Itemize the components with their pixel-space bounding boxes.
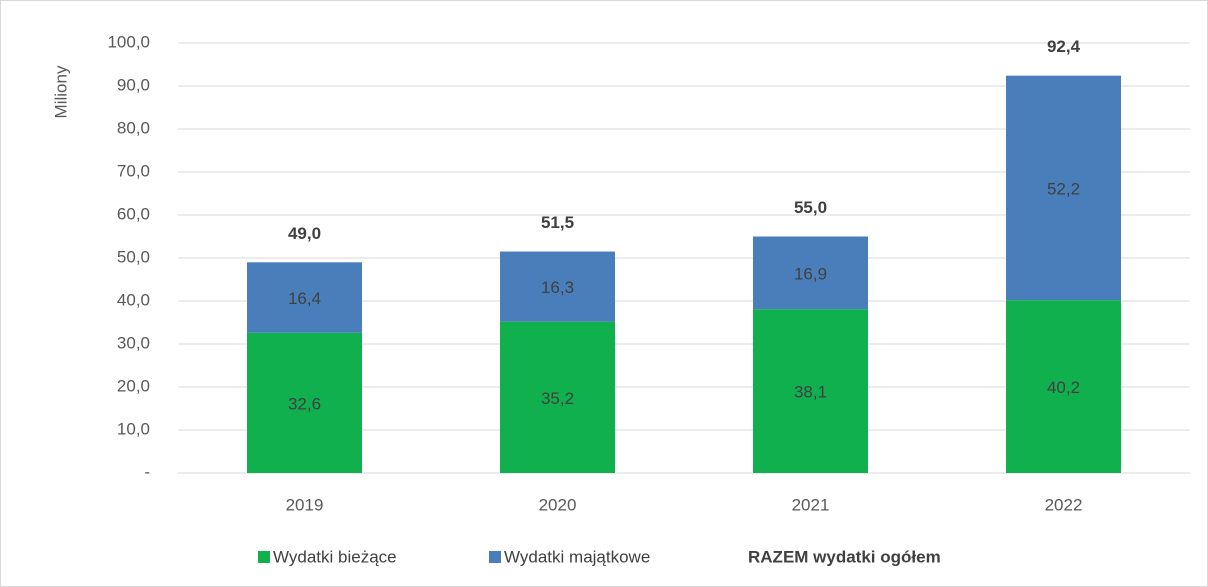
- y-tick-label: 20,0: [117, 376, 150, 395]
- data-label: 16,9: [794, 264, 827, 283]
- legend-label: Wydatki bieżące: [273, 547, 397, 566]
- data-label: 40,2: [1047, 378, 1080, 397]
- y-tick-label: 50,0: [117, 247, 150, 266]
- y-tick-label: 10,0: [117, 419, 150, 438]
- data-label: 16,4: [288, 289, 321, 308]
- x-tick-label: 2019: [286, 495, 324, 514]
- total-label: 51,5: [541, 213, 574, 232]
- y-tick-label: 80,0: [117, 118, 150, 137]
- y-tick-label: 90,0: [117, 75, 150, 94]
- bar-segment: [500, 321, 615, 473]
- x-tick-label: 2022: [1045, 495, 1083, 514]
- x-tick-label: 2020: [539, 495, 577, 514]
- y-tick-label: 30,0: [117, 333, 150, 352]
- y-tick-label: -: [144, 462, 150, 481]
- total-label: 49,0: [288, 224, 321, 243]
- bar-segment: [753, 309, 868, 473]
- data-label: 35,2: [541, 389, 574, 408]
- bar-segment: [1006, 75, 1121, 301]
- total-label: 55,0: [794, 198, 827, 217]
- bar-segment: [247, 332, 362, 473]
- x-tick-label: 2021: [792, 495, 830, 514]
- y-tick-label: 60,0: [117, 204, 150, 223]
- bar-segment: [500, 251, 615, 322]
- data-label: 52,2: [1047, 179, 1080, 198]
- y-tick-label: 70,0: [117, 161, 150, 180]
- legend-label: RAZEM wydatki ogółem: [748, 547, 941, 566]
- legend-swatch: [258, 551, 270, 563]
- legend-swatch: [489, 551, 501, 563]
- data-label: 16,3: [541, 278, 574, 297]
- legend-label: Wydatki majątkowe: [504, 547, 650, 566]
- y-axis-title: Miliony: [51, 65, 70, 118]
- bar-segment: [753, 236, 868, 310]
- bar-segment: [1006, 300, 1121, 473]
- y-tick-label: 40,0: [117, 290, 150, 309]
- bar-segment: [247, 262, 362, 333]
- y-tick-label: 100,0: [107, 32, 150, 51]
- data-label: 38,1: [794, 383, 827, 402]
- data-label: 32,6: [288, 394, 321, 413]
- total-label: 92,4: [1047, 37, 1081, 56]
